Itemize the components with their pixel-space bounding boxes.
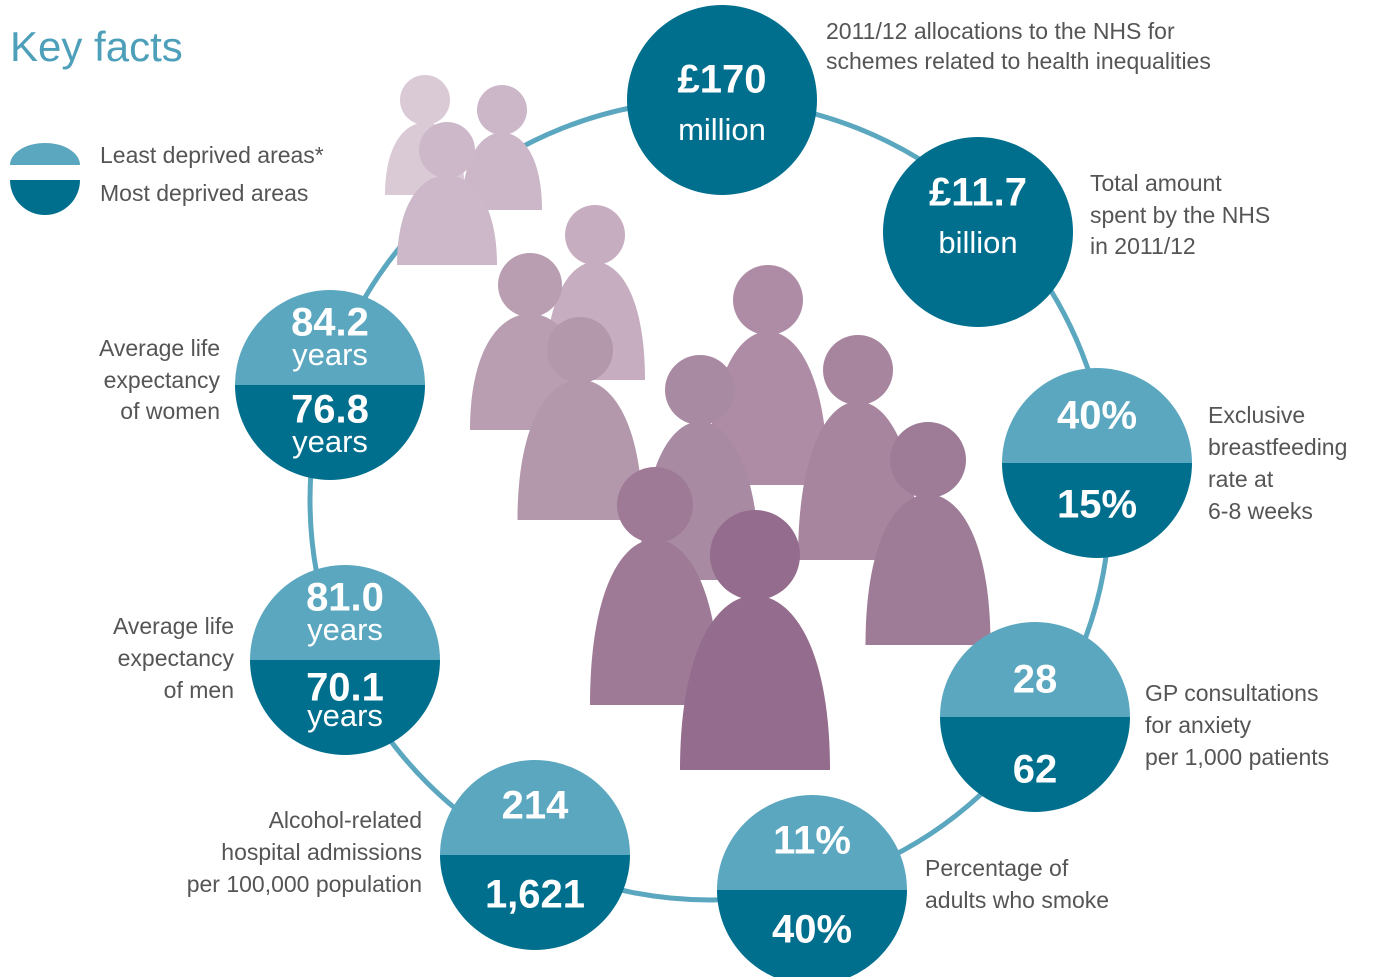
person-head [733, 265, 803, 335]
fact-label: Average life [99, 335, 220, 361]
person-body [708, 331, 828, 485]
legend-least-icon [10, 143, 80, 165]
person-head [400, 75, 450, 125]
fact-label: for anxiety [1145, 712, 1252, 738]
fact-value: £11.7 [929, 171, 1027, 215]
least-value: 81.0 [306, 576, 384, 620]
person-head [547, 317, 613, 383]
person-head [565, 205, 625, 265]
person-body [798, 401, 918, 560]
legend-most-icon [10, 180, 80, 215]
most-value: 40% [772, 908, 852, 952]
least-unit: years [307, 612, 383, 647]
fact-label: Total amount [1090, 170, 1222, 196]
fact-label: breastfeeding [1208, 434, 1347, 460]
fact-label: spent by the NHS [1090, 202, 1270, 228]
legend-label: Least deprived areas* [100, 142, 324, 168]
person-body [680, 595, 830, 770]
fact-label: of women [120, 398, 220, 424]
least-value: 40% [1057, 394, 1137, 438]
person-head [665, 355, 735, 425]
fact-label: rate at [1208, 466, 1274, 492]
person-body [590, 539, 720, 705]
most-unit: years [307, 698, 383, 733]
fact-value: £170 [678, 58, 767, 102]
fact-label: per 1,000 patients [1145, 744, 1329, 770]
fact-circle [883, 137, 1073, 327]
person-head [710, 510, 800, 600]
most-value: 76.8 [291, 388, 369, 432]
most-value: 1,621 [485, 873, 585, 917]
fact-circle [627, 5, 817, 195]
fact-label: adults who smoke [925, 887, 1109, 913]
person-head [890, 422, 966, 498]
person-head [419, 122, 475, 178]
most-value: 70.1 [306, 666, 384, 710]
fact-label: Average life [113, 613, 234, 639]
person-head [477, 85, 527, 135]
least-value: 28 [1013, 658, 1058, 702]
fact-unit: billion [938, 225, 1017, 260]
most-unit: years [292, 424, 368, 459]
fact-label: Exclusive [1208, 402, 1305, 428]
fact-label: expectancy [118, 645, 235, 671]
person-body [397, 175, 497, 265]
fact-label: Percentage of [925, 855, 1069, 881]
legend-label: Most deprived areas [100, 180, 308, 206]
least-value: 214 [502, 784, 569, 828]
fact-unit: million [678, 112, 766, 147]
person-head [498, 253, 562, 317]
fact-label: 2011/12 allocations to the NHS for [826, 18, 1175, 44]
least-unit: years [292, 337, 368, 372]
title: Key facts [10, 23, 183, 70]
fact-label: schemes related to health inequalities [826, 48, 1211, 74]
fact-label: 6-8 weeks [1208, 498, 1313, 524]
fact-label: GP consultations [1145, 680, 1318, 706]
fact-label: in 2011/12 [1090, 233, 1196, 259]
person-head [617, 467, 693, 543]
person-body [865, 494, 991, 645]
most-value: 15% [1057, 483, 1137, 527]
person-body [462, 132, 542, 210]
fact-label: Alcohol-related [269, 807, 422, 833]
fact-label: expectancy [104, 367, 221, 393]
fact-label: hospital admissions [221, 839, 422, 865]
most-value: 62 [1013, 748, 1058, 792]
person-body [517, 379, 643, 520]
person-head [823, 335, 893, 405]
least-value: 11% [773, 819, 851, 863]
fact-label: of men [164, 677, 234, 703]
least-value: 84.2 [291, 301, 369, 345]
fact-label: per 100,000 population [187, 871, 422, 897]
